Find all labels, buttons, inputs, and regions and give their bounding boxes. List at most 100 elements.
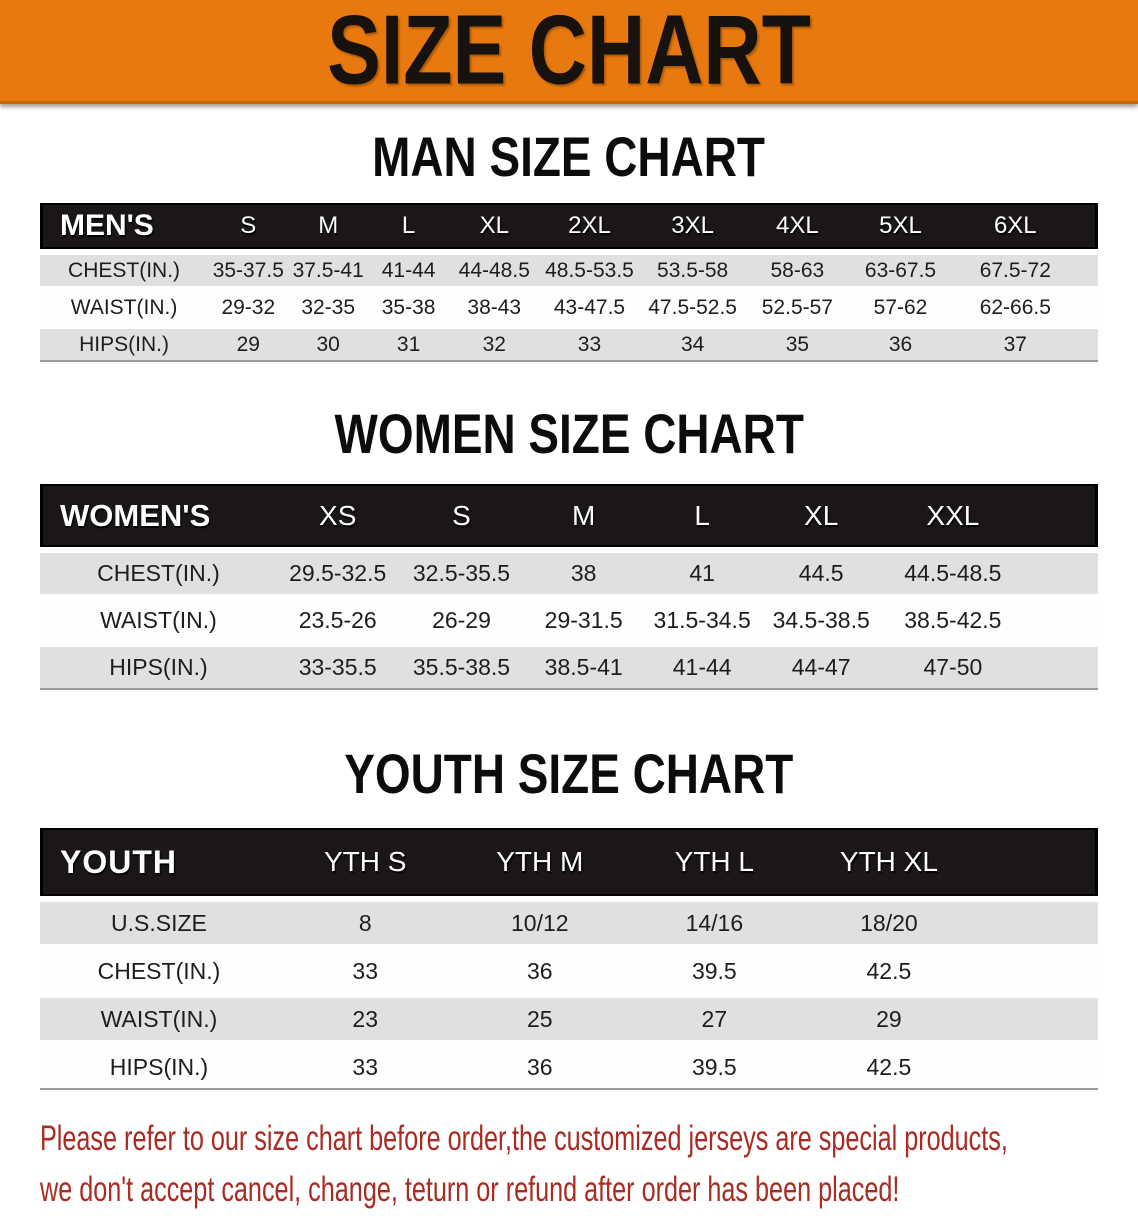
size-column-header: 2XL bbox=[539, 203, 640, 249]
disclaimer: Please refer to our size chart before or… bbox=[0, 1096, 1138, 1216]
size-value-cell: 32-35 bbox=[288, 292, 368, 323]
table-header-label: YOUTH bbox=[40, 828, 278, 896]
size-column-header: S bbox=[208, 203, 289, 249]
table-header-label: WOMEN'S bbox=[40, 484, 277, 547]
spacer-cell bbox=[976, 998, 1098, 1040]
spacer-cell bbox=[1024, 484, 1098, 547]
size-value-cell: 33 bbox=[277, 950, 453, 992]
size-value-cell: 39.5 bbox=[627, 1046, 802, 1090]
row-label-cell: HIPS(IN.) bbox=[40, 1046, 278, 1090]
man-size-table: MEN'S S M L XL 2XL 3XL 4XL 5XL 6XL CHEST(IN.) 35-37… bbox=[40, 197, 1098, 368]
man-section-title-text: MAN SIZE CHART bbox=[372, 125, 766, 188]
spacer-cell bbox=[976, 1046, 1098, 1090]
size-value-cell: 36 bbox=[849, 329, 952, 362]
row-label-cell: CHEST(IN.) bbox=[40, 255, 209, 286]
size-value-cell: 30 bbox=[288, 329, 368, 362]
size-value-cell: 18/20 bbox=[801, 902, 977, 944]
size-value-cell: 37.5-41 bbox=[288, 255, 368, 286]
size-value-cell: 32.5-35.5 bbox=[398, 553, 525, 594]
size-column-header: M bbox=[288, 203, 368, 249]
size-value-cell: 41 bbox=[642, 553, 762, 594]
size-column-header: XS bbox=[276, 484, 399, 547]
size-value-cell: 31.5-34.5 bbox=[642, 600, 762, 641]
size-column-header: L bbox=[367, 203, 450, 249]
measurement-row: HIPS(IN.) 29 30 31 32 33 34 35 36 37 bbox=[40, 329, 1098, 362]
women-size-table: WOMEN'S XS S M L XL XXL CHEST(IN.) 29.5-32.5 32.5… bbox=[40, 478, 1098, 696]
spacer-cell bbox=[976, 828, 1098, 896]
spacer-cell bbox=[1024, 553, 1098, 594]
size-column-header: YTH XL bbox=[801, 828, 977, 896]
measurement-row: WAIST(IN.) 29-32 32-35 35-38 38-43 43-47.5 47.… bbox=[40, 292, 1098, 323]
size-value-cell: 44-47 bbox=[761, 647, 881, 690]
measurement-row: WAIST(IN.) 23 25 27 29 bbox=[40, 998, 1098, 1040]
youth-size-table: YOUTH YTH S YTH M YTH L YTH XL U.S.SIZE 8 10/12… bbox=[40, 822, 1098, 1096]
size-value-cell: 29 bbox=[208, 329, 289, 362]
spacer-cell bbox=[1078, 203, 1098, 249]
table-header-label: MEN'S bbox=[40, 203, 209, 249]
size-header-row: YOUTH YTH S YTH M YTH L YTH XL bbox=[40, 828, 1098, 896]
size-value-cell: 33-35.5 bbox=[276, 647, 399, 690]
disclaimer-line-1: Please refer to our size chart before or… bbox=[40, 1119, 1008, 1158]
size-value-cell: 57-62 bbox=[849, 292, 952, 323]
size-value-cell: 38 bbox=[524, 553, 643, 594]
size-value-cell: 42.5 bbox=[801, 1046, 977, 1090]
size-column-header: L bbox=[642, 484, 762, 547]
size-column-header: 5XL bbox=[849, 203, 952, 249]
row-label-cell: HIPS(IN.) bbox=[40, 647, 277, 690]
size-value-cell: 53.5-58 bbox=[639, 255, 746, 286]
size-value-cell: 26-29 bbox=[398, 600, 525, 641]
size-value-cell: 35.5-38.5 bbox=[398, 647, 525, 690]
size-value-cell: 8 bbox=[277, 902, 453, 944]
spacer-cell bbox=[1024, 647, 1098, 690]
size-value-cell: 27 bbox=[627, 998, 802, 1040]
size-column-header: 3XL bbox=[639, 203, 746, 249]
spacer-cell bbox=[1078, 329, 1098, 362]
size-column-header: 6XL bbox=[951, 203, 1079, 249]
size-column-header: 4XL bbox=[745, 203, 850, 249]
size-column-header: XL bbox=[449, 203, 540, 249]
size-value-cell: 29.5-32.5 bbox=[276, 553, 399, 594]
row-label-cell: WAIST(IN.) bbox=[40, 998, 278, 1040]
spacer-cell bbox=[976, 902, 1098, 944]
size-value-cell: 35-38 bbox=[367, 292, 450, 323]
measurement-row: HIPS(IN.) 33 36 39.5 42.5 bbox=[40, 1046, 1098, 1090]
size-value-cell: 47-50 bbox=[880, 647, 1025, 690]
size-value-cell: 10/12 bbox=[452, 902, 628, 944]
size-column-header: YTH L bbox=[627, 828, 802, 896]
women-table-wrapper: WOMEN'S XS S M L XL XXL CHEST(IN.) 29.5-32.5 32.5… bbox=[0, 478, 1138, 696]
size-value-cell: 32 bbox=[449, 329, 540, 362]
man-table-wrapper: MEN'S S M L XL 2XL 3XL 4XL 5XL 6XL CHEST(IN.) 35-37… bbox=[0, 197, 1138, 368]
size-value-cell: 29-32 bbox=[208, 292, 289, 323]
size-value-cell: 52.5-57 bbox=[745, 292, 850, 323]
size-value-cell: 38.5-42.5 bbox=[880, 600, 1025, 641]
women-section-title-text: WOMEN SIZE CHART bbox=[334, 402, 804, 465]
size-value-cell: 44-48.5 bbox=[449, 255, 540, 286]
size-value-cell: 33 bbox=[277, 1046, 453, 1090]
size-value-cell: 35-37.5 bbox=[208, 255, 289, 286]
measurement-row: CHEST(IN.) 29.5-32.5 32.5-35.5 38 41 44.5 44.5… bbox=[40, 553, 1098, 594]
youth-section-title-text: YOUTH SIZE CHART bbox=[344, 742, 794, 805]
size-value-cell: 29 bbox=[801, 998, 977, 1040]
row-label-cell: HIPS(IN.) bbox=[40, 329, 209, 362]
size-value-cell: 58-63 bbox=[745, 255, 850, 286]
measurement-row: CHEST(IN.) 33 36 39.5 42.5 bbox=[40, 950, 1098, 992]
spacer-cell bbox=[1024, 600, 1098, 641]
size-value-cell: 43-47.5 bbox=[539, 292, 640, 323]
size-value-cell: 33 bbox=[539, 329, 640, 362]
size-value-cell: 36 bbox=[452, 1046, 628, 1090]
size-value-cell: 63-67.5 bbox=[849, 255, 952, 286]
size-value-cell: 44.5 bbox=[761, 553, 881, 594]
size-value-cell: 34 bbox=[639, 329, 746, 362]
row-label-cell: U.S.SIZE bbox=[40, 902, 278, 944]
youth-section-title: YOUTH SIZE CHART bbox=[0, 746, 1138, 802]
measurement-row: CHEST(IN.) 35-37.5 37.5-41 41-44 44-48.5 48.5… bbox=[40, 255, 1098, 286]
row-label-cell: CHEST(IN.) bbox=[40, 553, 277, 594]
women-section-title: WOMEN SIZE CHART bbox=[0, 406, 1138, 462]
size-header-row: WOMEN'S XS S M L XL XXL bbox=[40, 484, 1098, 547]
size-value-cell: 41-44 bbox=[367, 255, 450, 286]
size-header-row: MEN'S S M L XL 2XL 3XL 4XL 5XL 6XL bbox=[40, 203, 1098, 249]
size-column-header: YTH M bbox=[452, 828, 628, 896]
spacer-cell bbox=[1078, 292, 1098, 323]
size-value-cell: 67.5-72 bbox=[951, 255, 1079, 286]
size-value-cell: 62-66.5 bbox=[951, 292, 1079, 323]
